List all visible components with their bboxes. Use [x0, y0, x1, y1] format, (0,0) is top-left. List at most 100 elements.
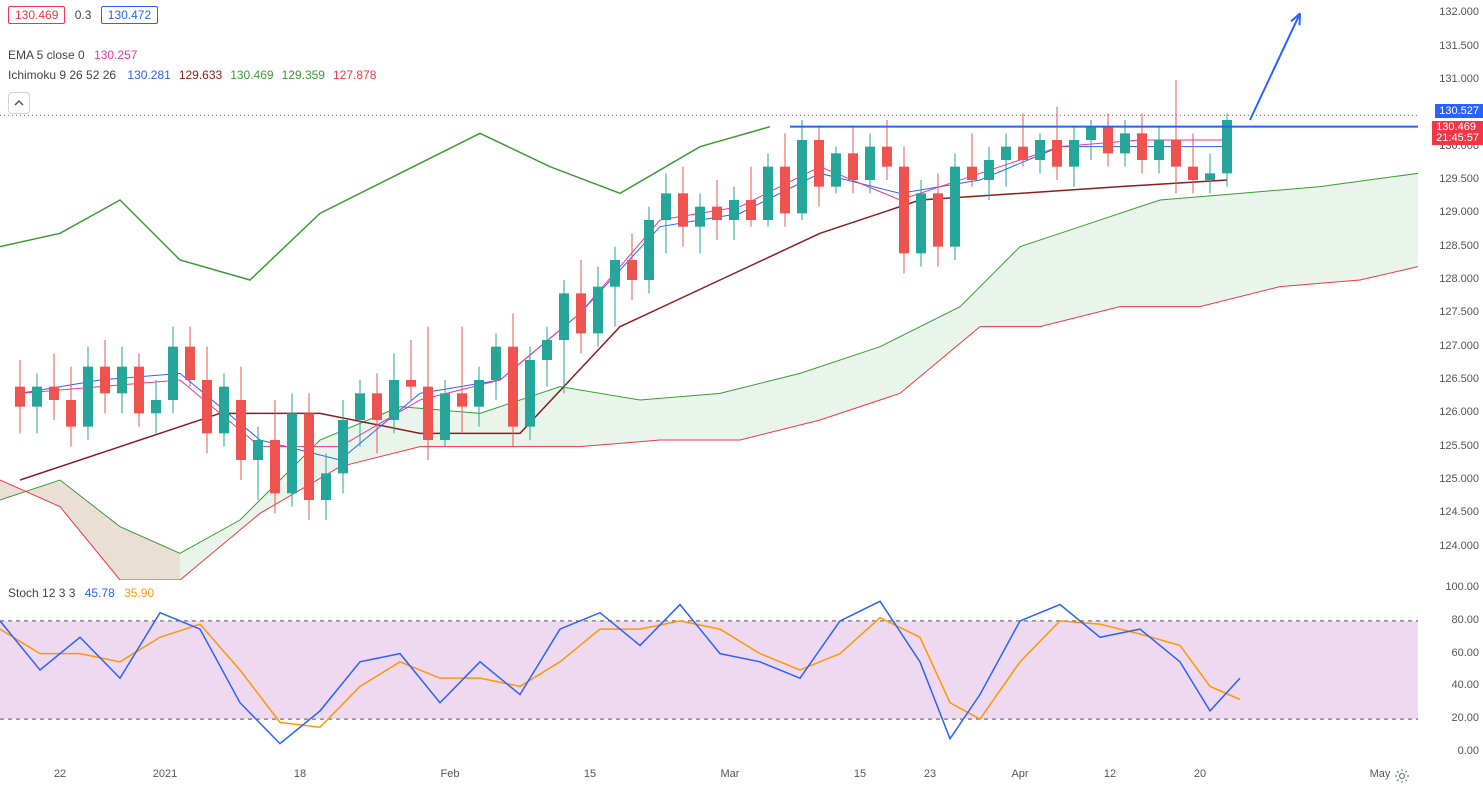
main-price-panel[interactable]: 130.469 0.3 130.472 EMA 5 close 0 130.25…	[0, 0, 1418, 580]
candle-body	[644, 220, 654, 280]
candle-body	[627, 260, 637, 280]
price-tag-ask: 130.472	[101, 6, 158, 24]
candle-body	[610, 260, 620, 287]
stoch-tick: 20.00	[1451, 712, 1479, 724]
time-tick: 20	[1194, 768, 1206, 780]
ichimoku-value-0: 130.281	[127, 68, 170, 82]
stoch-axis[interactable]: 100.0080.0060.0040.0020.000.00	[1418, 580, 1483, 760]
candle-body	[967, 167, 977, 180]
candle-body	[1137, 133, 1147, 160]
candle-body	[66, 400, 76, 427]
ichimoku-value-1: 129.633	[179, 68, 222, 82]
candle-body	[1154, 140, 1164, 160]
candle-body	[899, 167, 909, 254]
candle-body	[916, 193, 926, 253]
price-tick: 126.000	[1439, 406, 1479, 418]
candle-body	[678, 193, 688, 226]
candle-body	[797, 140, 807, 213]
candle-body	[32, 387, 42, 407]
main-chart-svg[interactable]	[0, 0, 1418, 580]
candle-body	[763, 167, 773, 220]
candle-body	[848, 153, 858, 180]
time-tick: Apr	[1011, 768, 1028, 780]
candle-body	[168, 347, 178, 400]
price-tick: 124.000	[1439, 540, 1479, 552]
candle-body	[865, 147, 875, 180]
price-axis[interactable]: 132.000131.500131.000130.500130.000129.5…	[1418, 0, 1483, 580]
candle-body	[49, 387, 59, 400]
candle-body	[1222, 120, 1232, 173]
candle-body	[287, 413, 297, 493]
candle-body	[729, 200, 739, 220]
ichimoku-cloud-red	[0, 480, 180, 580]
time-axis[interactable]: 22202118Feb15Mar1523Apr1220May	[0, 760, 1418, 796]
candle-body	[100, 367, 110, 394]
candle-body	[542, 340, 552, 360]
candle-body	[457, 393, 467, 406]
price-spread: 0.3	[75, 8, 92, 22]
candle-body	[746, 200, 756, 220]
candle-body	[236, 400, 246, 460]
ichimoku-value-2: 130.469	[230, 68, 273, 82]
stoch-k-value: 45.78	[85, 586, 115, 600]
ema-legend: EMA 5 close 0 130.257	[8, 48, 137, 66]
ema-label: EMA 5 close 0	[8, 48, 85, 62]
stoch-d-value: 35.90	[124, 586, 154, 600]
price-tick: 131.500	[1439, 40, 1479, 52]
candle-body	[219, 387, 229, 434]
time-tick: 2021	[153, 768, 177, 780]
price-tick: 129.500	[1439, 173, 1479, 185]
time-tick: 22	[54, 768, 66, 780]
price-tick: 125.500	[1439, 440, 1479, 452]
candle-body	[372, 393, 382, 420]
stoch-tick: 40.00	[1451, 679, 1479, 691]
candle-body	[117, 367, 127, 394]
candle-body	[1103, 127, 1113, 154]
candle-body	[15, 387, 25, 407]
candle-body	[338, 420, 348, 473]
stoch-legend: Stoch 12 3 3 45.78 35.90	[8, 586, 154, 604]
candle-body	[831, 153, 841, 186]
candle-body	[83, 367, 93, 427]
time-tick: 12	[1104, 768, 1116, 780]
candle-body	[950, 167, 960, 247]
candle-body	[406, 380, 416, 387]
candle-body	[593, 287, 603, 334]
candle-body	[576, 293, 586, 333]
price-legend-row: 130.469 0.3 130.472	[8, 6, 164, 28]
candle-body	[389, 380, 399, 420]
candle-body	[1018, 147, 1028, 160]
candle-body	[151, 400, 161, 413]
price-tick: 126.500	[1439, 373, 1479, 385]
candle-body	[1188, 167, 1198, 180]
stoch-tick: 100.00	[1445, 581, 1479, 593]
time-tick: 18	[294, 768, 306, 780]
stoch-tick: 80.00	[1451, 614, 1479, 626]
ichimoku-legend: Ichimoku 9 26 52 26 130.281 129.633 130.46…	[8, 68, 376, 86]
candle-body	[1086, 127, 1096, 140]
candle-body	[984, 160, 994, 180]
candle-body	[321, 473, 331, 500]
ichimoku-value-4: 127.878	[333, 68, 376, 82]
price-tick: 128.500	[1439, 240, 1479, 252]
price-tag-bid: 130.469	[8, 6, 65, 24]
price-tick: 127.000	[1439, 340, 1479, 352]
ichimoku-value-3: 129.359	[282, 68, 325, 82]
stoch-chart-svg[interactable]	[0, 580, 1418, 760]
stoch-panel[interactable]: Stoch 12 3 3 45.78 35.90	[0, 580, 1418, 760]
arrow-annotation[interactable]	[1250, 13, 1300, 120]
price-tick: 124.500	[1439, 506, 1479, 518]
time-tick: Mar	[721, 768, 740, 780]
candle-body	[304, 413, 314, 500]
price-tick: 125.000	[1439, 473, 1479, 485]
gear-icon[interactable]	[1394, 768, 1410, 792]
ichimoku-label: Ichimoku 9 26 52 26	[8, 68, 116, 82]
candle-body	[202, 380, 212, 433]
price-tick: 127.500	[1439, 306, 1479, 318]
candle-body	[253, 440, 263, 460]
time-tick: 23	[924, 768, 936, 780]
candle-body	[814, 140, 824, 187]
candle-body	[1052, 140, 1062, 167]
collapse-legend-button[interactable]	[8, 92, 30, 114]
time-tick: 15	[854, 768, 866, 780]
